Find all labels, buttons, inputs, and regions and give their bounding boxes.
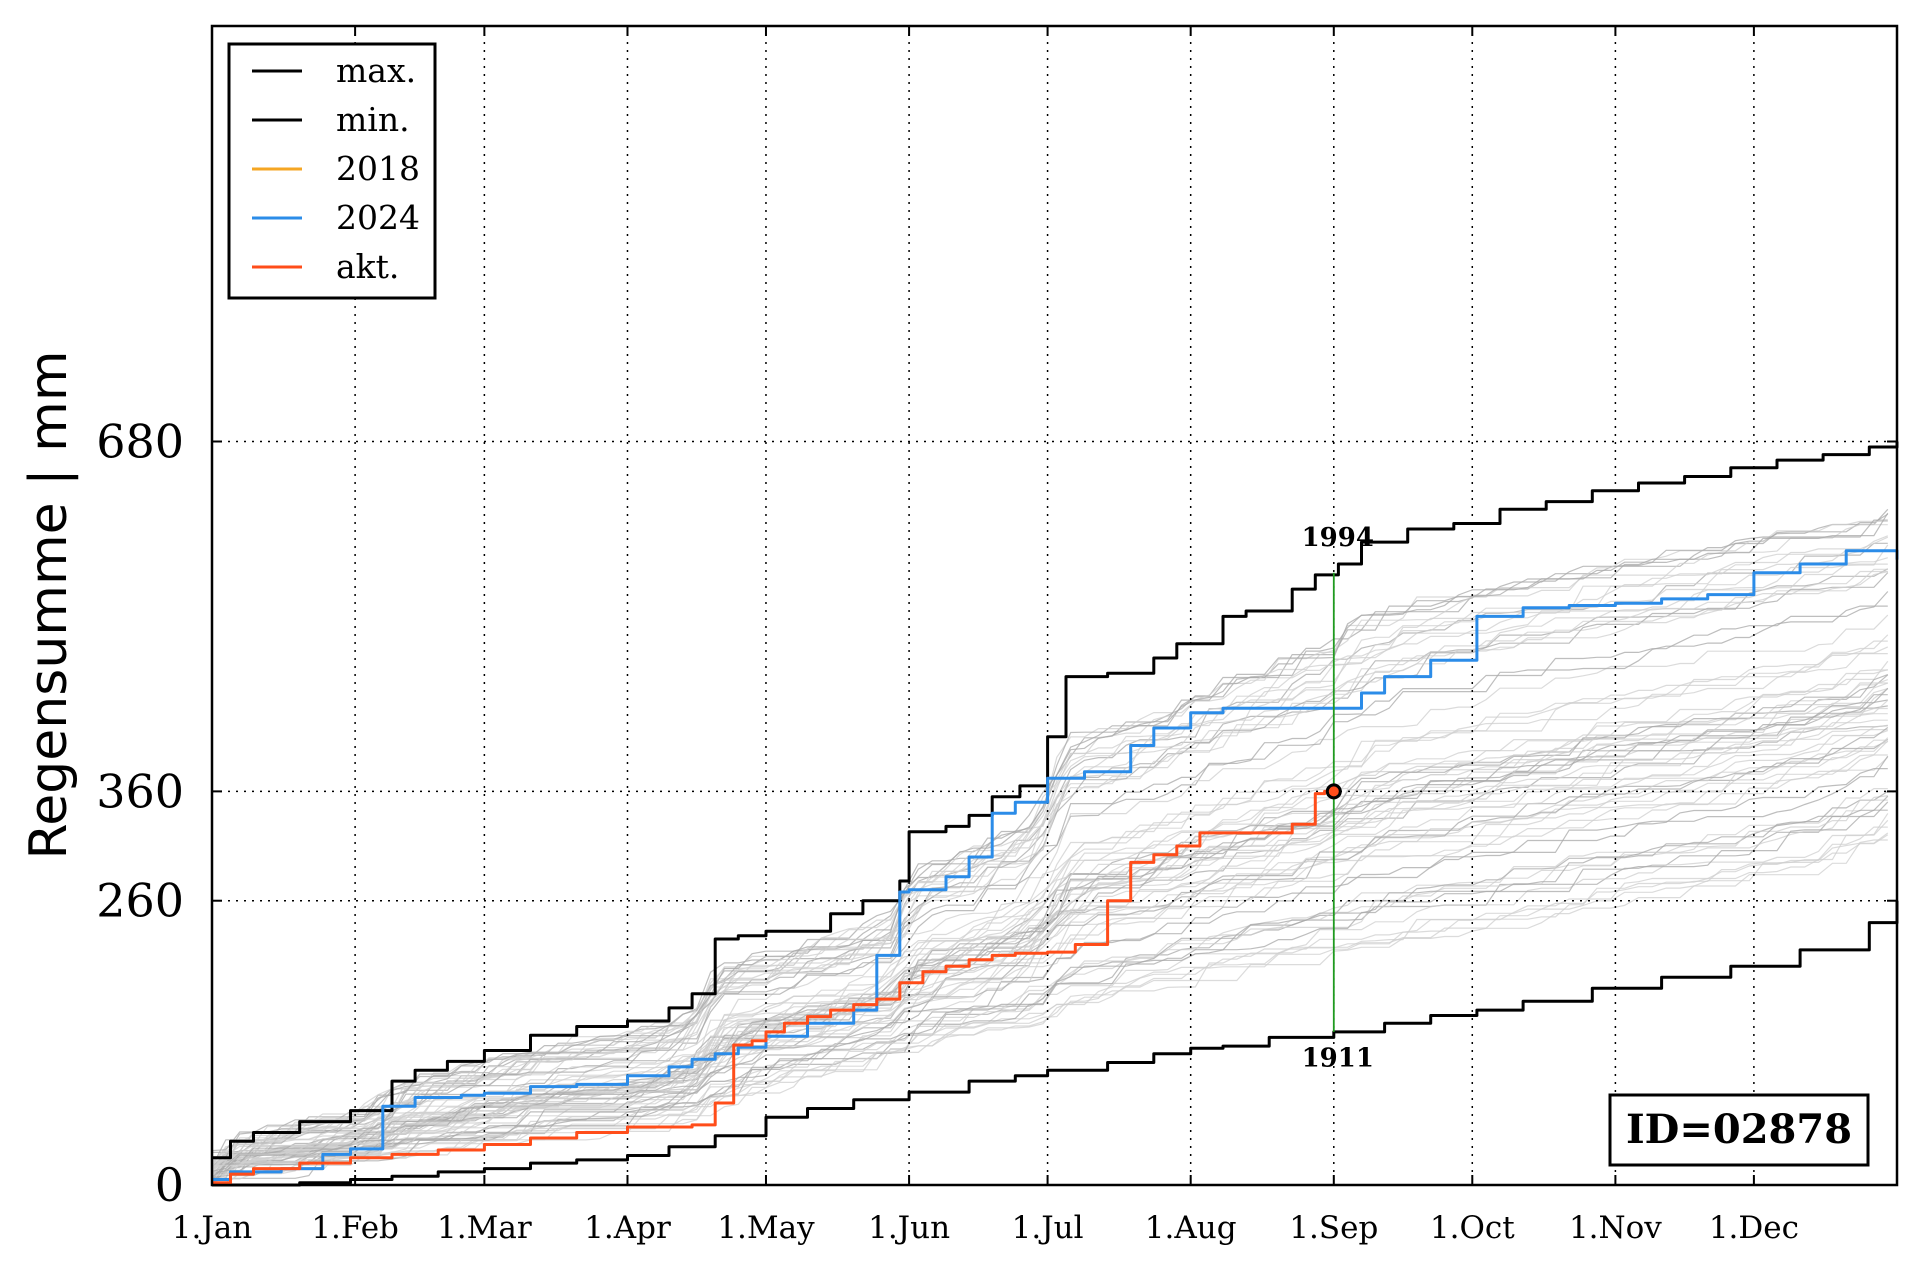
historical-year-line — [211, 614, 1889, 1162]
historical-year-line — [211, 535, 1889, 1177]
station-id-label: ID=02878 — [1626, 1106, 1852, 1153]
historical-year-line — [211, 544, 1889, 1163]
historical-year-line — [212, 713, 1888, 1166]
historical-year-line — [211, 679, 1889, 1162]
historical-year-line — [211, 674, 1889, 1175]
annotations: 1994 1911 — [1302, 523, 1374, 1073]
historical-year-line — [211, 707, 1888, 1169]
current-value-point — [1325, 783, 1342, 800]
plot-frame — [210, 24, 1899, 1187]
x-tick-label: 1.Jul — [1012, 1210, 1084, 1246]
axis-ticks: 1.Jan 1.Feb 1.Mar 1.Apr 1.May 1.Jun 1.Jul 1.Aug… — [96, 26, 1897, 1246]
historical-year-line — [212, 512, 1889, 1158]
x-tick-label: 1.Oct — [1430, 1210, 1515, 1246]
x-tick-label: 1.Nov — [1569, 1210, 1662, 1246]
legend-label: min. — [336, 100, 410, 139]
historical-year-line — [212, 669, 1888, 1174]
historical-year-line — [211, 640, 1888, 1166]
year-annotation: 1911 — [1302, 1043, 1374, 1073]
legend-label: 2018 — [336, 149, 420, 188]
x-tick-label: 1.Feb — [311, 1210, 399, 1246]
historical-year-line — [211, 669, 1888, 1167]
historical-year-line — [211, 571, 1888, 1173]
y-tick-label: 680 — [96, 414, 184, 468]
y-tick-label: 260 — [96, 874, 184, 928]
series-lines — [212, 441, 1899, 1187]
x-tick-label: 1.Jun — [868, 1210, 950, 1246]
historical-year-line — [211, 557, 1888, 1163]
historical-year-line — [211, 790, 1889, 1186]
series-line-akt — [212, 789, 1334, 1185]
x-tick-label: 1.Mar — [437, 1210, 532, 1246]
current-marker — [1325, 572, 1342, 1032]
y-axis-label: Regensumme | mm — [19, 351, 79, 860]
historical-year-line — [212, 832, 1889, 1176]
historical-year-line — [211, 513, 1889, 1167]
x-tick-label: 1.Jan — [172, 1210, 252, 1246]
x-tick-label: 1.May — [717, 1210, 815, 1246]
historical-year-line — [211, 839, 1888, 1186]
legend: max. min. 2018 2024 akt. — [227, 42, 437, 300]
legend-label: akt. — [336, 247, 399, 286]
x-tick-label: 1.Aug — [1145, 1210, 1237, 1246]
historical-year-line — [212, 524, 1888, 1159]
legend-label: 2024 — [336, 198, 420, 237]
historical-year-line — [211, 605, 1888, 1178]
year-annotation: 1994 — [1302, 523, 1374, 553]
historical-year-line — [211, 834, 1889, 1186]
x-tick-label: 1.Dec — [1709, 1210, 1799, 1246]
legend-label: max. — [336, 51, 416, 90]
y-tick-label: 0 — [155, 1158, 184, 1212]
historical-year-line — [211, 755, 1889, 1175]
historical-year-line — [212, 568, 1888, 1167]
station-id-box: ID=02878 — [1608, 1093, 1870, 1167]
series-line-max — [212, 441, 1899, 1160]
historical-year-line — [211, 795, 1889, 1186]
y-tick-label: 360 — [96, 764, 184, 818]
x-tick-label: 1.Apr — [584, 1210, 671, 1246]
historical-years-lines — [211, 508, 1889, 1186]
historical-year-line — [211, 687, 1889, 1181]
x-tick-label: 1.Sep — [1289, 1210, 1378, 1246]
series-line-min — [212, 900, 1899, 1187]
legend-box — [227, 42, 437, 300]
historical-year-line — [211, 591, 1889, 1170]
historical-year-line — [211, 568, 1889, 1178]
historical-year-line — [211, 694, 1888, 1172]
historical-year-line — [212, 699, 1888, 1173]
historical-year-line — [211, 519, 1888, 1152]
historical-year-line — [211, 724, 1888, 1185]
series-line-2024 — [212, 549, 1899, 1181]
